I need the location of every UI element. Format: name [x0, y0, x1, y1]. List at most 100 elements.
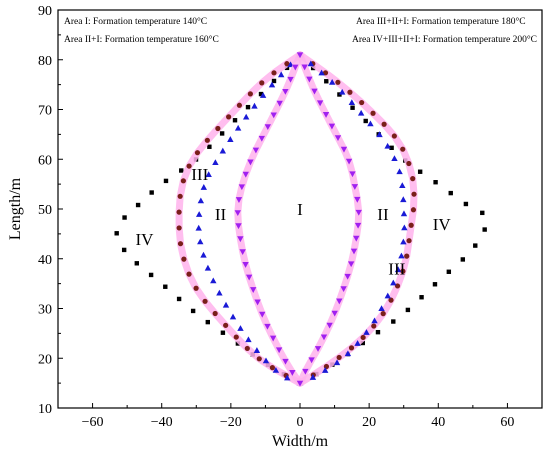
data-point-triangle-down: [340, 286, 347, 293]
data-point-triangle-up: [200, 251, 207, 258]
data-point-square: [114, 231, 119, 236]
data-point-triangle-down: [340, 146, 348, 153]
data-point-triangle-down: [245, 274, 253, 281]
data-point-triangle-down: [259, 311, 266, 318]
data-point-triangle-down: [296, 380, 304, 387]
area-label-iii: III: [388, 260, 405, 279]
y-tick-label: 30: [38, 303, 52, 318]
data-point-triangle-down: [258, 135, 266, 142]
data-point-circle: [236, 102, 243, 108]
data-point-square: [432, 282, 438, 287]
data-point-triangle-down: [269, 335, 277, 342]
data-point-triangle-down: [331, 310, 338, 317]
data-point-triangle-down: [264, 124, 271, 130]
data-point-circle: [244, 345, 250, 352]
data-point-triangle-up: [205, 171, 212, 178]
data-point-circle: [371, 323, 377, 329]
x-tick-label: −60: [82, 415, 104, 430]
data-point-triangle-up: [396, 168, 403, 175]
y-tick-label: 20: [38, 352, 52, 367]
y-tick-label: 40: [38, 253, 52, 268]
data-point-square: [121, 247, 127, 253]
y-tick-label: 10: [38, 402, 52, 417]
data-point-triangle-up: [399, 182, 406, 188]
data-point-circle: [215, 125, 221, 132]
data-point-triangle-down: [264, 323, 271, 330]
data-point-square: [149, 190, 154, 195]
data-point-square: [473, 243, 478, 248]
area-label-ii: II: [215, 205, 227, 224]
data-point-circle: [226, 114, 232, 120]
data-point-triangle-down: [276, 100, 283, 107]
data-point-circle: [259, 80, 265, 86]
data-point-triangle-down: [334, 135, 342, 141]
data-point-circle: [202, 298, 208, 304]
data-point-triangle-up: [333, 359, 341, 366]
data-point-triangle-down: [252, 147, 260, 154]
data-point-triangle-up: [394, 266, 402, 273]
data-point-square: [448, 190, 453, 196]
data-point-triangle-up: [219, 147, 227, 154]
data-point-triangle-down: [314, 346, 322, 352]
data-point-square: [480, 210, 485, 216]
data-point-triangle-up: [222, 301, 230, 308]
data-point-square: [179, 168, 184, 173]
data-point-circle: [404, 253, 410, 259]
data-point-circle: [180, 178, 186, 184]
data-point-square: [363, 118, 368, 124]
data-point-circle: [177, 193, 183, 199]
data-point-triangle-down: [289, 370, 296, 376]
data-point-triangle-up: [384, 292, 391, 299]
data-point-square: [219, 131, 225, 136]
data-point-triangle-up: [212, 159, 219, 166]
data-point-triangle-down: [347, 261, 355, 268]
data-point-circle: [400, 146, 406, 152]
data-point-circle: [348, 345, 355, 351]
data-point-triangle-up: [307, 60, 315, 67]
data-point-triangle-up: [253, 347, 261, 353]
data-point-square: [220, 330, 226, 335]
data-point-triangle-up: [216, 289, 223, 296]
legend-area-3: Area III+II+I: Formation temperature 180…: [356, 16, 526, 27]
data-point-triangle-up: [245, 336, 252, 343]
series-triangle-down: [234, 51, 363, 387]
data-point-triangle-up: [390, 279, 397, 286]
data-point-circle: [410, 207, 417, 213]
data-point-square: [135, 202, 141, 208]
data-point-triangle-up: [400, 210, 408, 217]
data-point-square: [205, 319, 210, 325]
data-point-triangle-up: [234, 124, 242, 131]
data-point-triangle-down: [292, 64, 299, 71]
data-point-circle: [360, 334, 366, 341]
data-point-triangle-down: [247, 159, 254, 166]
data-point-triangle-up: [284, 374, 291, 381]
data-point-circle: [370, 110, 376, 116]
data-point-triangle-down: [354, 222, 362, 229]
data-point-triangle-down: [242, 171, 249, 178]
data-point-triangle-up: [277, 71, 285, 78]
data-point-square: [122, 215, 127, 220]
data-point-triangle-down: [275, 347, 283, 354]
data-point-square: [389, 145, 394, 151]
data-point-circle: [284, 61, 290, 67]
data-point-triangle-up: [348, 99, 356, 106]
data-point-triangle-up: [195, 211, 203, 217]
legend-layer: Area I: Formation temperature 140°C Area…: [64, 16, 537, 45]
data-point-triangle-up: [400, 196, 407, 203]
y-axis-title: Length/m: [7, 177, 24, 240]
data-point-square: [258, 91, 264, 97]
data-point-circle: [394, 283, 401, 289]
data-point-triangle-up: [268, 81, 276, 88]
data-point-square: [375, 329, 381, 335]
data-point-triangle-up: [318, 69, 325, 76]
data-point-square: [391, 319, 396, 324]
data-point-circle: [204, 137, 210, 143]
data-point-triangle-down: [345, 158, 353, 165]
data-point-circle: [269, 365, 276, 371]
data-point-circle: [408, 222, 414, 228]
data-point-triangle-down: [355, 209, 362, 216]
legend-area-4: Area IV+III+II+I: Formation temperature …: [352, 34, 537, 45]
data-point-triangle-down: [349, 171, 356, 178]
